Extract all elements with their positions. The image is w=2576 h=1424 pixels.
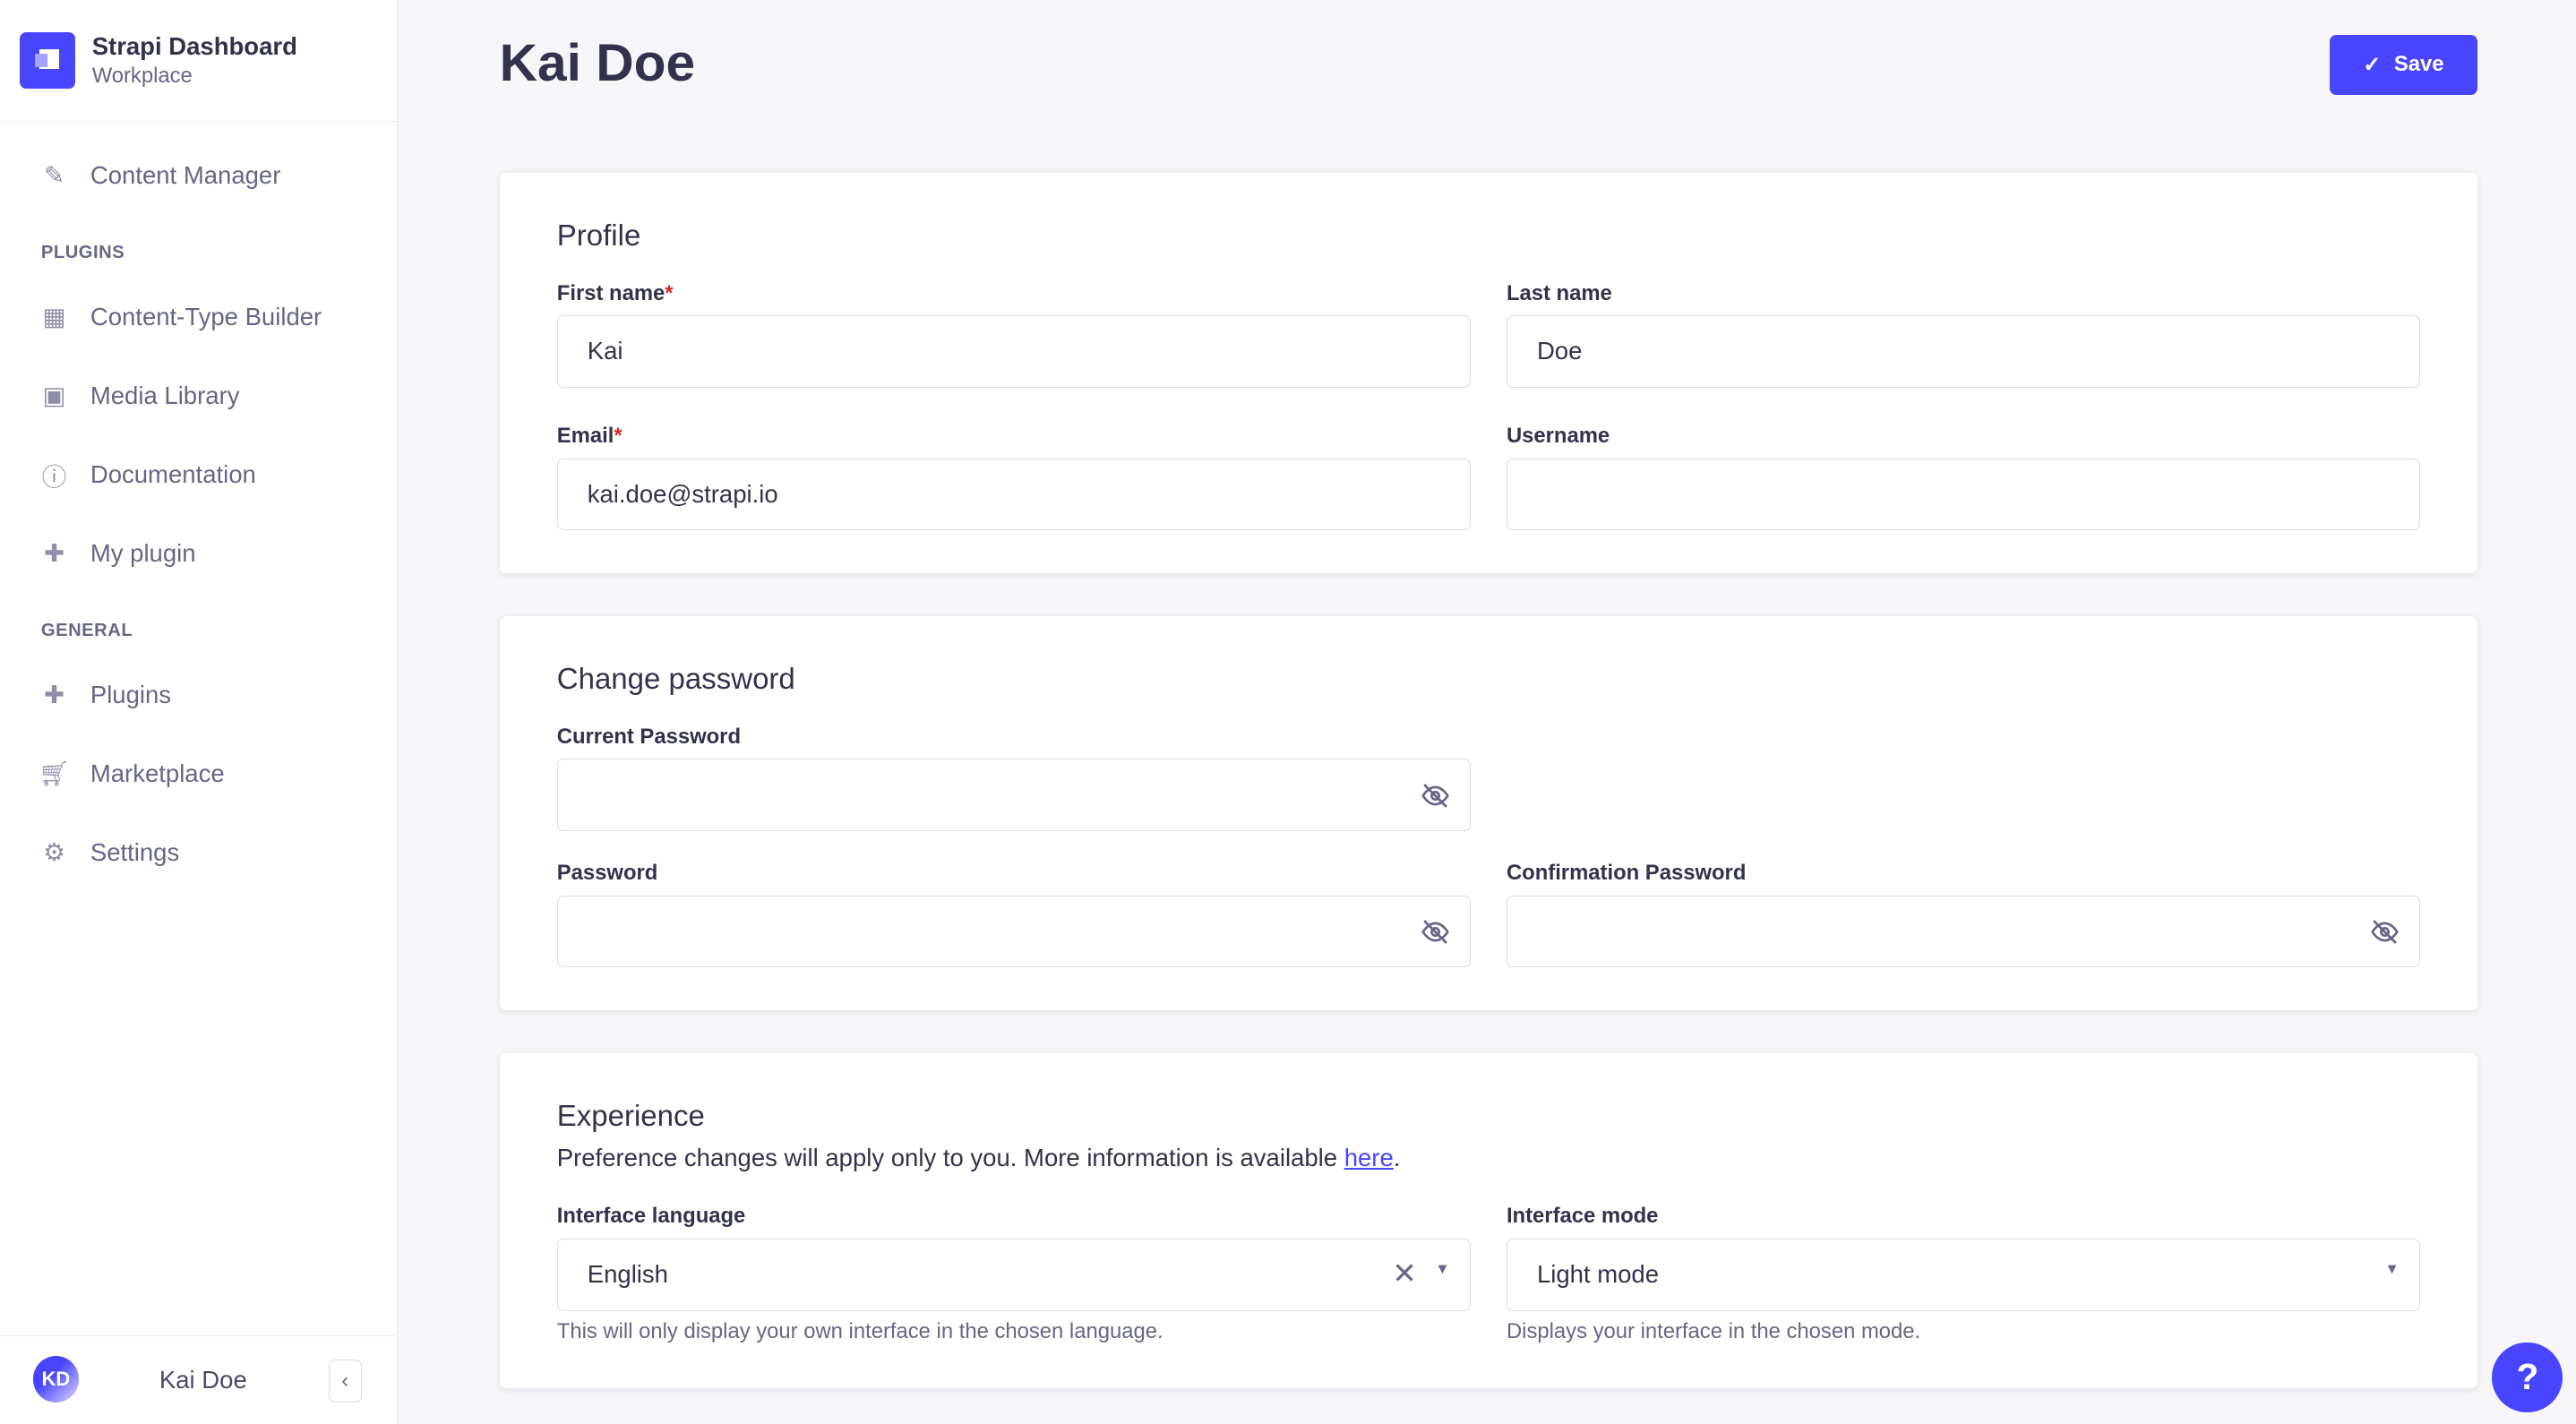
mode-select[interactable]: Light mode ▼ <box>1506 1238 2420 1311</box>
collapse-sidebar-button[interactable]: ‹ <box>328 1359 362 1403</box>
layout-icon: ▦ <box>42 302 66 330</box>
brand-title: Strapi Dashboard <box>91 31 297 60</box>
feather-icon: ✎ <box>43 161 65 190</box>
label: Marketplace <box>90 759 225 787</box>
sidebar-item-marketplace[interactable]: 🛒︎ Marketplace <box>0 734 397 813</box>
page-title: Kai Doe <box>499 33 696 92</box>
sidebar: Strapi Dashboard Workplace ✎ Content Mana… <box>0 0 398 1424</box>
confirm-password-label: Confirmation Password <box>1506 861 1747 886</box>
profile-title: Profile <box>556 218 641 252</box>
caret-down-icon: ▼ <box>2384 1260 2400 1277</box>
language-value: English <box>587 1260 668 1289</box>
label: Content Manager <box>90 161 281 190</box>
save-label: Save <box>2393 52 2444 77</box>
here-link[interactable]: here <box>1344 1143 1394 1171</box>
current-password-label: Current Password <box>556 724 742 749</box>
caret-down-icon: ▼ <box>1435 1260 1450 1277</box>
first-name-label: First name* <box>556 280 674 305</box>
brand: Strapi Dashboard Workplace <box>0 0 397 122</box>
username-label: Username <box>1506 424 1610 449</box>
sidebar-item-content-type-builder[interactable]: ▦ Content-Type Builder <box>0 278 397 356</box>
eye-off-icon[interactable] <box>1421 781 1450 811</box>
experience-title: Experience <box>556 1099 705 1133</box>
general-heading: GENERAL <box>40 620 133 640</box>
email-label: Email* <box>556 424 623 449</box>
password-title: Change password <box>556 662 795 696</box>
label: Media Library <box>90 381 240 409</box>
current-password-field[interactable] <box>556 759 1471 832</box>
main: Kai Doe ✓ Save Profile First name* Kai La… <box>399 0 2576 1424</box>
password-label: Password <box>556 861 658 886</box>
label: Documentation <box>90 460 256 489</box>
last-name-label: Last name <box>1506 280 1612 305</box>
language-hint: This will only display your own interfac… <box>556 1318 1163 1343</box>
confirm-password-field[interactable] <box>1506 895 2420 968</box>
clear-icon[interactable]: ✕ <box>1392 1257 1417 1291</box>
sidebar-item-content-manager[interactable]: ✎ Content Manager <box>0 136 397 215</box>
label: Plugins <box>90 680 172 708</box>
username-field[interactable] <box>1506 458 2420 531</box>
sidebar-item-media-library[interactable]: ▣ Media Library <box>0 356 397 435</box>
chevron-left-icon: ‹ <box>341 1368 349 1393</box>
mode-hint: Displays your interface in the chosen mo… <box>1506 1318 1921 1343</box>
password-card: Change password Current Password Passwor… <box>499 615 2477 1011</box>
puzzle-icon: ✚ <box>43 539 65 568</box>
strapi-logo <box>20 32 76 89</box>
sidebar-item-settings[interactable]: ⚙ Settings <box>0 813 397 892</box>
user-name[interactable]: Kai Doe <box>159 1366 247 1394</box>
help-button[interactable]: ? <box>2492 1342 2563 1413</box>
user-footer: KD Kai Doe ‹ <box>0 1335 397 1424</box>
label: Content-Type Builder <box>90 302 322 330</box>
plugins-heading: PLUGINS <box>40 242 125 262</box>
avatar[interactable]: KD <box>32 1356 80 1403</box>
email-field[interactable]: kai.doe@strapi.io <box>556 458 1471 531</box>
brand-subtitle: Workplace <box>91 64 193 89</box>
last-name-field[interactable]: Doe <box>1506 315 2420 388</box>
puzzle-icon: ✚ <box>43 680 65 708</box>
sidebar-item-my-plugin[interactable]: ✚ My plugin <box>0 514 397 593</box>
info-icon: ⓘ <box>41 463 67 492</box>
profile-card: Profile First name* Kai Last name Doe Em… <box>499 172 2477 574</box>
mode-label: Interface mode <box>1506 1204 1659 1229</box>
password-field[interactable] <box>556 895 1471 968</box>
check-icon: ✓ <box>2363 52 2382 77</box>
sidebar-item-plugins[interactable]: ✚ Plugins <box>0 656 397 734</box>
eye-off-icon[interactable] <box>2370 917 2400 947</box>
sidebar-item-documentation[interactable]: ⓘ Documentation <box>0 435 397 514</box>
experience-description: Preference changes will apply only to yo… <box>556 1143 1401 1171</box>
save-button[interactable]: ✓ Save <box>2329 34 2477 96</box>
experience-card: Experience Preference changes will apply… <box>499 1052 2477 1388</box>
cart-icon: 🛒︎ <box>39 759 70 788</box>
eye-off-icon[interactable] <box>1421 917 1450 947</box>
gear-icon: ⚙ <box>43 837 65 866</box>
label: My plugin <box>90 539 196 568</box>
image-icon: ▣ <box>42 381 66 409</box>
mode-value: Light mode <box>1536 1260 1660 1289</box>
language-select[interactable]: English ✕ ▼ <box>556 1238 1471 1311</box>
label: Settings <box>90 837 180 866</box>
language-label: Interface language <box>556 1204 746 1229</box>
first-name-field[interactable]: Kai <box>556 315 1471 388</box>
